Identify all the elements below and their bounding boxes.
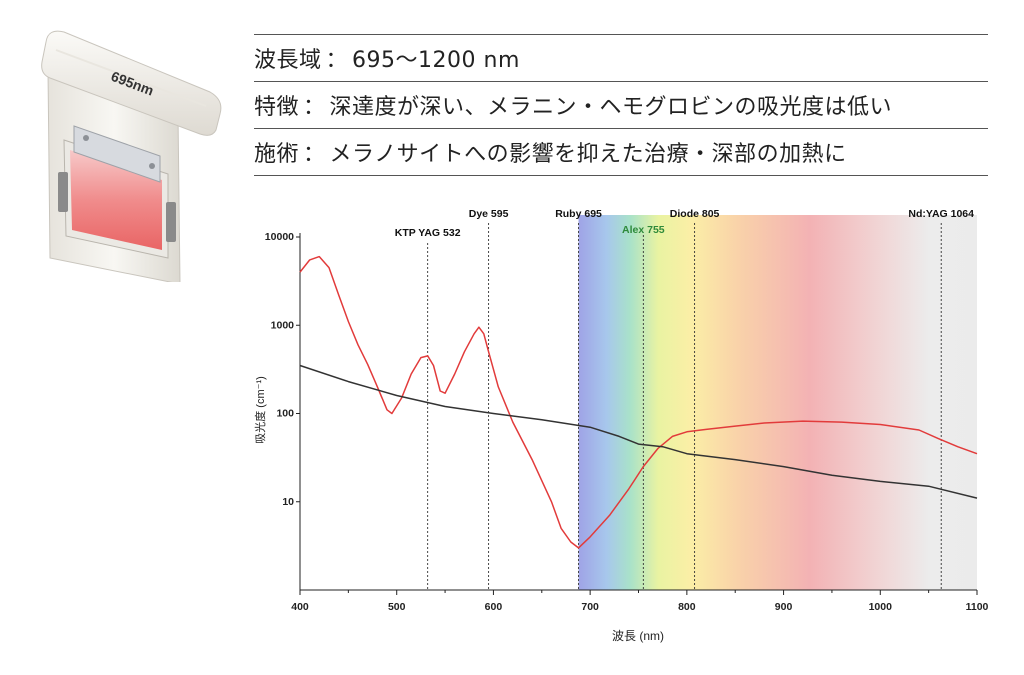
laser-label: Dye 595 (469, 208, 509, 220)
x-tick-label: 900 (775, 601, 793, 613)
info-separator: ： (303, 142, 326, 167)
series-line (299, 364, 978, 499)
y-tick-label: 100 (276, 408, 294, 420)
x-tick-label: 1000 (869, 601, 893, 613)
laser-label: Ruby 695 (555, 208, 602, 220)
series-line (299, 255, 978, 549)
product-image: 695nm (41, 30, 222, 282)
info-key: 施術 (254, 142, 300, 167)
laser-label: Nd:YAG 1064 (908, 208, 974, 220)
y-axis-label: 吸光度 (cm⁻¹) (253, 376, 267, 444)
y-tick-label: 1000 (271, 319, 295, 331)
info-separator: ： (325, 48, 349, 73)
info-separator: ： (303, 95, 326, 120)
info-key: 波長域 (254, 48, 322, 73)
info-value: 深達度が深い、メラニン・ヘモグロビンの吸光度は低い (329, 95, 893, 120)
x-tick-label: 400 (291, 601, 309, 613)
x-axis-label: 波長 (nm) (612, 629, 664, 643)
spectrum-band (578, 215, 977, 590)
laser-label: Diode 805 (670, 208, 720, 220)
y-tick-label: 10000 (265, 231, 294, 243)
y-tick-label: 10 (282, 496, 294, 508)
laser-label: Alex 755 (622, 224, 665, 236)
info-value: 695〜1200 nm (352, 48, 520, 73)
info-table: 波長域： 695〜1200 nm 特徴：深達度が深い、メラニン・ヘモグロビンの吸光… (254, 34, 988, 176)
info-row-wavelength: 波長域： 695〜1200 nm (254, 34, 988, 81)
laser-label: KTP YAG 532 (395, 227, 461, 239)
info-row-treatment: 施術：メラノサイトへの影響を抑えた治療・深部の加熱に (254, 128, 988, 176)
x-tick-label: 1100 (966, 601, 989, 613)
x-tick-label: 700 (581, 601, 599, 613)
x-tick-label: 800 (678, 601, 696, 613)
info-row-feature: 特徴：深達度が深い、メラニン・ヘモグロビンの吸光度は低い (254, 81, 988, 128)
x-tick-label: 600 (485, 601, 503, 613)
info-value: メラノサイトへの影響を抑えた治療・深部の加熱に (329, 142, 847, 167)
info-key: 特徴 (254, 95, 300, 120)
filter-cartridge (41, 30, 222, 282)
x-tick-label: 500 (388, 601, 406, 613)
absorption-chart: KTP YAG 532 Dye 595 Ruby 695 Alex 755 Diode … (253, 208, 989, 643)
